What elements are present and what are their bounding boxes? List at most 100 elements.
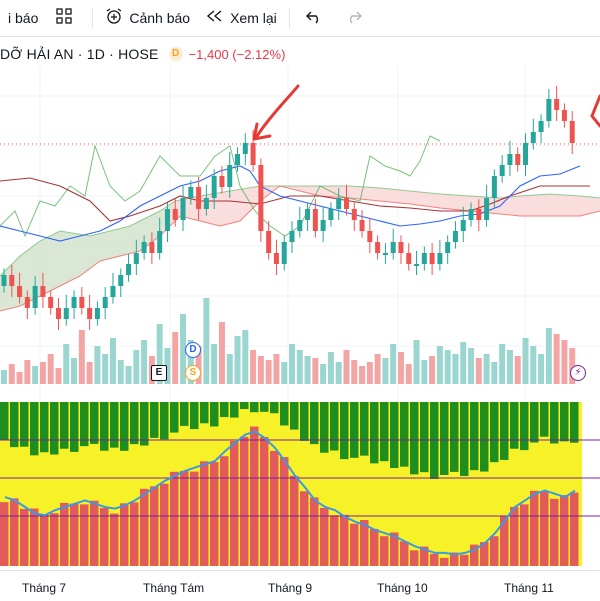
oscillator-red-bar <box>70 503 79 566</box>
volume-bar <box>102 354 109 384</box>
candle-body <box>63 308 69 319</box>
oscillator-red-bar <box>60 502 69 566</box>
oscillator-red-bar <box>390 532 399 566</box>
volume-bar <box>351 360 358 384</box>
oscillator-red-bar <box>240 436 249 566</box>
symbol-legend[interactable]: DỠ HẢI AN · 1D · HOSE D −1,400 (−2.12%) <box>0 44 285 64</box>
oscillator-red-bar <box>130 502 139 566</box>
candle-body <box>569 121 575 143</box>
grid-icon <box>56 8 73 28</box>
replay-button[interactable]: Xem lại <box>198 0 285 36</box>
split-event-badge[interactable]: S <box>185 365 201 381</box>
volume-bar <box>164 348 171 384</box>
oscillator-red-bar <box>80 504 89 566</box>
volume-bar <box>366 362 373 384</box>
candle-body <box>281 242 287 264</box>
candle-body <box>219 176 225 187</box>
candle-body <box>382 253 388 255</box>
candle-body <box>24 297 30 308</box>
oscillator-red-bar <box>430 553 439 566</box>
delayed-data-badge[interactable]: D <box>168 47 183 61</box>
volume-bar <box>242 330 249 384</box>
oscillator-green-bar <box>90 402 99 444</box>
replay-label: Xem lại <box>230 10 277 26</box>
candle-body <box>94 308 100 319</box>
oscillator-red-bar <box>230 441 239 566</box>
volume-bar <box>234 336 241 384</box>
oscillator-green-bar <box>190 402 199 430</box>
volume-bar <box>499 344 506 384</box>
volume-bar <box>452 354 459 384</box>
oscillator-red-bar <box>110 513 119 566</box>
oscillator-red-bar <box>50 513 59 566</box>
earnings-event-badge[interactable]: E <box>151 365 167 381</box>
volume-bar <box>94 346 101 384</box>
oscillator-green-bar <box>520 402 529 451</box>
symbol-title: DỠ HẢI AN · 1D · HOSE <box>0 46 159 62</box>
oscillator-green-bar <box>570 402 579 443</box>
oscillator-red-bar <box>550 498 559 566</box>
candle-body <box>87 308 93 319</box>
oscillator-red-bar <box>190 471 199 566</box>
volume-bar <box>561 340 568 384</box>
candle-body <box>499 165 505 176</box>
candle-body <box>258 165 264 231</box>
candle-body <box>437 253 443 264</box>
volume-bar <box>436 346 443 384</box>
volume-bar <box>506 350 513 384</box>
volume-bar <box>382 358 389 384</box>
redo-icon <box>346 10 362 27</box>
oscillator-green-bar <box>100 402 109 451</box>
x-label-nov: Tháng 11 <box>504 581 554 595</box>
candle-body <box>312 209 318 231</box>
candle-body <box>164 209 170 231</box>
volume-bar <box>327 352 334 384</box>
oscillator-green-bar <box>310 402 319 445</box>
candle-body <box>336 198 342 209</box>
candle-body <box>79 297 85 308</box>
volume-bar <box>39 362 46 384</box>
oscillator-red-bar <box>150 486 159 566</box>
candle-body <box>227 165 233 187</box>
candle-body <box>375 242 381 253</box>
undo-button[interactable] <box>294 0 334 36</box>
volume-bar <box>460 342 467 384</box>
oscillator-red-bar <box>300 491 309 566</box>
oscillator-green-bar <box>80 402 89 447</box>
dividend-event-badge[interactable]: D <box>185 342 201 358</box>
chart-canvas[interactable] <box>0 36 600 570</box>
oscillator-red-bar <box>10 498 19 566</box>
candle-body <box>305 209 311 220</box>
toolbar-divider <box>92 8 94 28</box>
oscillator-red-bar <box>160 483 169 566</box>
oscillator-red-bar <box>30 508 39 566</box>
candle-body <box>367 231 373 242</box>
oscillator-red-bar <box>370 528 379 566</box>
x-label-jul: Tháng 7 <box>22 581 67 595</box>
oscillator-red-bar <box>510 506 519 566</box>
volume-bar <box>55 368 62 384</box>
lightning-event-badge[interactable]: ⚡ <box>570 365 586 381</box>
oscillator-green-bar <box>160 402 169 440</box>
volume-bar <box>8 364 15 384</box>
candle-body <box>55 308 61 319</box>
candle-body <box>476 209 482 220</box>
candle-body <box>196 187 202 209</box>
candle-body <box>40 286 46 297</box>
volume-bar <box>530 346 537 384</box>
oscillator-green-bar <box>450 402 459 472</box>
oscillator-green-bar <box>230 402 239 418</box>
alert-button[interactable]: Cảnh báo <box>97 0 198 36</box>
candle-body <box>554 99 560 110</box>
oscillator-red-bar <box>0 502 9 566</box>
volume-bar <box>265 360 272 384</box>
layout-grid-button[interactable] <box>46 0 88 36</box>
oscillator-green-bar <box>120 402 129 451</box>
oscillator-green-bar <box>200 402 209 424</box>
oscillator-green-bar <box>380 402 389 462</box>
redo-button[interactable] <box>334 0 374 36</box>
oscillator-red-bar <box>90 500 99 566</box>
oscillator-green-bar <box>150 402 159 438</box>
alerts-menu-partial[interactable]: i báo <box>0 0 46 36</box>
candle-body <box>211 176 217 198</box>
